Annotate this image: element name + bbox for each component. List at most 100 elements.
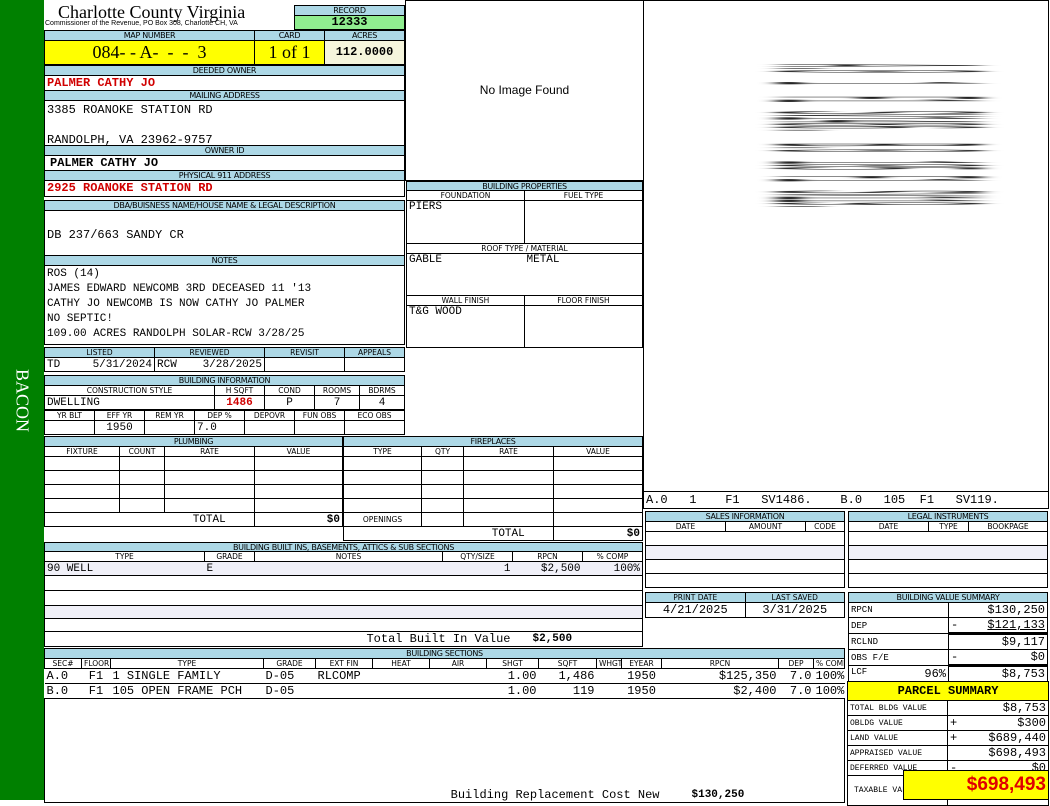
print-date-label: PRINT DATE (645, 592, 746, 603)
col-header: TYPE (44, 551, 205, 562)
property-image: No Image Found (405, 0, 644, 181)
col-header: COUNT (119, 446, 165, 457)
built-in-grade: E (206, 562, 214, 575)
col-header: BOOKPAGE (968, 521, 1048, 532)
condition: P (264, 395, 315, 410)
section-cell: 1.00 (507, 669, 537, 683)
col-header: RATE (164, 446, 255, 457)
note-line: ROS (14) (47, 268, 100, 280)
dates-table: PRINT DATE LAST SAVED 4/21/2025 3/31/2025 (645, 592, 845, 618)
plumbing-total-label: TOTAL (164, 512, 255, 527)
minus-sign: - (951, 618, 959, 633)
col-header: % COMP (813, 658, 845, 669)
fireplaces-table: TYPE QTY RATE VALUE OPENINGS TOTAL $0 (343, 446, 643, 541)
sales-table: DATE AMOUNT CODE (645, 521, 845, 588)
section-cell: RLCOMP (317, 669, 361, 683)
col-header: ECO OBS (344, 410, 405, 421)
col-header: H SQFT (214, 385, 265, 396)
built-in-notes (255, 562, 443, 576)
rooms: 7 (314, 395, 360, 410)
table-row (645, 573, 845, 588)
col-header: DEP % (194, 410, 245, 421)
parcel-row-value: $698,493 (988, 746, 1046, 760)
taxable-value: $698,493 (903, 770, 1049, 800)
col-header: AIR (429, 658, 487, 669)
listed: TD 5/31/2024 (44, 357, 155, 372)
col-header: GRADE (263, 658, 316, 669)
appeals-label: APPEALS (344, 347, 405, 358)
table-row (44, 456, 343, 471)
table-row (848, 559, 1048, 574)
built-in-qty: 1 (503, 562, 511, 575)
parcel-row-label: APPRAISED VALUE (847, 745, 948, 761)
sidebar: BACON (0, 0, 44, 800)
col-header: SQFT (538, 658, 597, 669)
section-cell: 119 (572, 684, 595, 698)
built-in-rpcn: $2,500 (540, 562, 581, 575)
table-row (44, 618, 643, 632)
roof-label: ROOF TYPE / MATERIAL (406, 243, 643, 254)
parcel-row-value: $300 (1017, 716, 1046, 730)
plumbing-table: FIXTURE COUNT RATE VALUE TOTAL $0 (44, 446, 343, 527)
section-cell: 1.00 (507, 684, 537, 698)
table-row: 90 WELL E 1 $2,500 100% (44, 561, 643, 576)
bvs-label-obs: OBS F/E (848, 649, 949, 666)
col-header: RPCN (661, 658, 779, 669)
fireplaces-total-label: TOTAL (463, 526, 554, 541)
page-title: Charlotte County Virginia (58, 2, 246, 22)
deeded-owner: PALMER CATHY JO (44, 75, 405, 91)
col-header: EYEAR (621, 658, 662, 669)
bvs-label-rclnd: RCLND (848, 633, 949, 650)
col-header: AMOUNT (725, 521, 806, 532)
section-cell (597, 684, 622, 699)
table-row (44, 605, 643, 619)
listed-date: 5/31/2024 (92, 358, 152, 371)
building-info: CONSTRUCTION STYLE H SQFT COND ROOMS BDRMS D… (44, 385, 405, 435)
fuel-type (524, 200, 643, 244)
bvs-table: RPCN $130,250 DEP - $121,133 RCLND $9,117 OB… (848, 602, 1048, 682)
parcel-row-value: $8,753 (1002, 701, 1046, 715)
table-row (343, 498, 643, 513)
section-cell: 1 SINGLE FAMILY (112, 669, 221, 683)
col-header: % COMP (582, 551, 643, 562)
col-header: NOTES (254, 551, 443, 562)
section-cell: F1 (88, 684, 104, 698)
last-saved-label: LAST SAVED (744, 592, 845, 603)
col-header: SHGT (486, 658, 539, 669)
lcf-percent: 96% (924, 666, 946, 681)
note-line: JAMES EDWARD NEWCOMB 3RD DECEASED 11 '13 (47, 283, 312, 295)
section-cell: F1 (88, 669, 104, 683)
sign: + (950, 716, 958, 730)
wall-label: WALL FINISH (406, 295, 525, 306)
col-header: QTY/SIZE (442, 551, 513, 562)
col-header: RPCN (512, 551, 583, 562)
note-line: NO SEPTIC! (47, 313, 114, 325)
col-header: DATE (645, 521, 726, 532)
parcel-row-label: TOTAL BLDG VALUE (847, 700, 948, 716)
section-cell: 100% (815, 669, 845, 683)
table-row (44, 484, 343, 499)
listed-label: LISTED (44, 347, 155, 358)
col-header: SEC# (44, 658, 82, 669)
note-line: 109.00 ACRES RANDOLPH SOLAR-RCW 3/28/25 (47, 328, 305, 340)
bvs-row: RCLND $9,117 (848, 632, 1048, 650)
bvs-obs: $0 (1030, 650, 1045, 665)
section-cell: 1950 (627, 669, 656, 683)
section-cell (373, 669, 430, 684)
mailing-line-1: 3385 ROANOKE STATION RD (47, 103, 213, 117)
bvs-row: LCF 96% $8,753 (848, 664, 1048, 682)
table-row (343, 456, 643, 471)
built-in-total: $2,500 (512, 631, 643, 647)
status-table: LISTED REVIEWED REVISIT APPEALS TD 5/31/2024… (44, 347, 405, 372)
col-header: HEAT (372, 658, 430, 669)
table-row (44, 698, 845, 788)
sign: - (950, 761, 958, 775)
col-header: TYPE (343, 446, 422, 457)
section-cell: D-05 (265, 684, 295, 698)
table-row (44, 590, 643, 606)
col-header: EFF YR (94, 410, 145, 421)
acres-value: 112.0000 (324, 40, 405, 65)
col-header: CODE (805, 521, 845, 532)
col-header: RATE (463, 446, 554, 457)
col-header: FIXTURE (44, 446, 120, 457)
